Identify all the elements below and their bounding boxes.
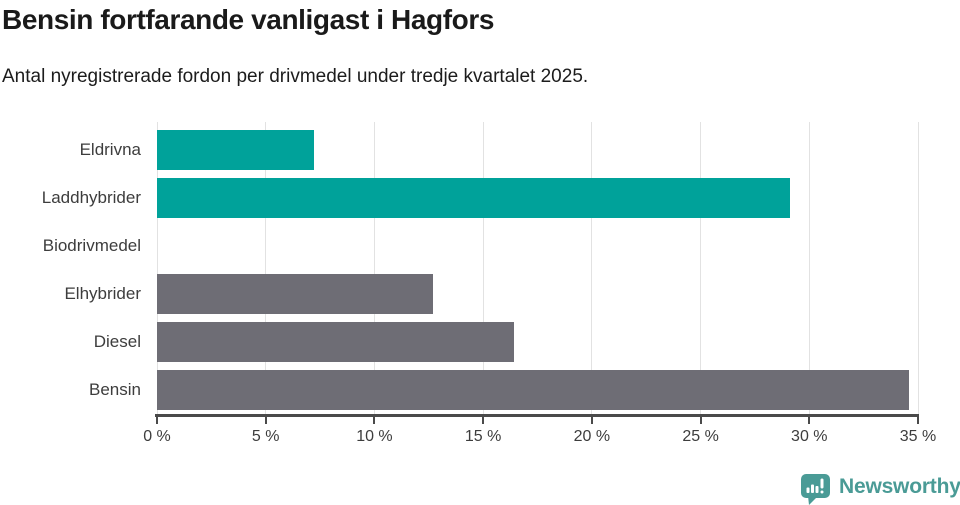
- newsworthy-logo-text: Newsworthy: [839, 474, 960, 498]
- bar-row-diesel: [157, 318, 918, 366]
- x-tick-label-5: 5 %: [251, 428, 280, 445]
- plot-area: [156, 122, 919, 414]
- category-label-biodrivmedel: Biodrivmedel: [42, 236, 141, 255]
- bar-elhybrider: [157, 274, 434, 314]
- x-tick-label-10: 10 %: [356, 428, 393, 445]
- x-tick-label-0: 0 %: [143, 428, 171, 445]
- bar-row-laddhybrider: [157, 174, 918, 222]
- bar-row-bensin: [157, 366, 918, 414]
- x-tick-mark-35: [917, 416, 919, 424]
- x-tick-mark-5: [264, 416, 267, 424]
- x-tick-label-30: 30 %: [791, 428, 828, 445]
- gridline-15: [482, 122, 484, 414]
- newsworthy-logo-icon: [801, 473, 830, 505]
- bar-diesel: [157, 322, 514, 362]
- bar-eldrivna: [157, 130, 314, 170]
- category-label-eldrivna: Eldrivna: [79, 140, 141, 159]
- x-tick-label-15: 15 %: [464, 428, 502, 445]
- x-tick-label-35: 35 %: [899, 428, 937, 445]
- x-axis-line: [155, 414, 919, 417]
- chart-title: Bensin fortfarande vanligast i Hagfors: [2, 4, 495, 35]
- bar-bensin: [157, 370, 910, 410]
- category-label-laddhybrider: Laddhybrider: [41, 188, 141, 207]
- bar-row-eldrivna: [157, 126, 918, 174]
- x-tick-mark-10: [373, 416, 376, 424]
- gridline-0: [156, 122, 158, 414]
- gridline-30: [808, 122, 810, 414]
- bar-row-biodrivmedel: [157, 222, 918, 270]
- gridline-35: [917, 122, 919, 414]
- gridline-10: [373, 122, 375, 414]
- x-axis: 0 % 5 % 10 % 15 % 20 % 25 % 30 % 35 %: [143, 414, 936, 462]
- category-label-elhybrider: Elhybrider: [64, 284, 141, 303]
- gridline-20: [591, 122, 593, 414]
- gridline-25: [700, 122, 702, 414]
- x-tick-mark-20: [590, 416, 593, 424]
- gridline-5: [265, 122, 267, 414]
- x-tick-mark-15: [482, 416, 485, 424]
- x-tick-mark-30: [808, 416, 811, 424]
- category-label-diesel: Diesel: [93, 332, 141, 351]
- bar-row-elhybrider: [157, 270, 918, 318]
- newsworthy-logo: Newsworthy: [799, 471, 960, 505]
- category-label-bensin: Bensin: [89, 380, 141, 399]
- x-tick-label-25: 25 %: [682, 428, 719, 445]
- category-labels: Eldrivna Laddhybrider Biodrivmedel Elhybrid…: [0, 126, 141, 414]
- x-tick-mark-25: [699, 416, 702, 424]
- chart-subtitle: Antal nyregistrerade fordon per drivmede…: [2, 66, 589, 87]
- x-tick-mark-0: [156, 416, 158, 424]
- bar-laddhybrider: [157, 178, 790, 218]
- x-tick-label-20: 20 %: [573, 428, 611, 445]
